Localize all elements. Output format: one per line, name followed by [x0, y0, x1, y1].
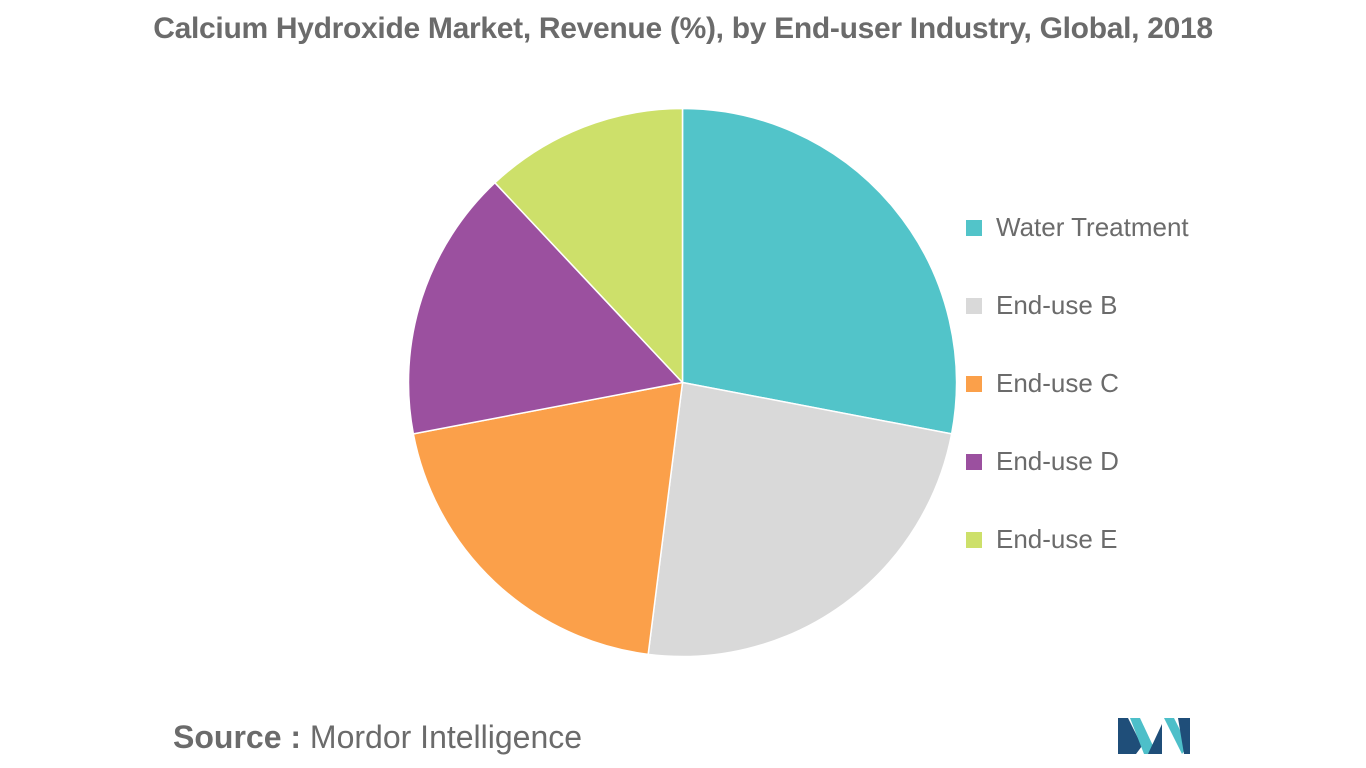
- legend-swatch: [966, 375, 982, 392]
- pie-slice-water-treatment: [681, 107, 958, 435]
- mordor-intelligence-logo-icon: [1118, 718, 1190, 754]
- pie-slice-end-use-c: [412, 381, 684, 656]
- source-value: Mordor Intelligence: [309, 719, 583, 755]
- legend-item-end-use-e: End-use E: [966, 520, 1189, 559]
- chart-legend: Water Treatment End-use B End-use C End-use…: [966, 208, 1189, 598]
- pie-slice-end-use-b: [647, 381, 953, 658]
- source-note: Source : Mordor Intelligence: [173, 719, 582, 756]
- pie-slice-end-use-e: [493, 107, 684, 385]
- legend-item-end-use-c: End-use C: [966, 364, 1189, 403]
- legend-item-end-use-d: End-use D: [966, 442, 1189, 481]
- legend-swatch: [966, 453, 982, 470]
- legend-item-water-treatment: Water Treatment: [966, 208, 1189, 247]
- legend-label: End-use D: [996, 446, 1119, 476]
- legend-swatch: [966, 531, 982, 548]
- legend-swatch: [966, 297, 982, 314]
- legend-label: Water Treatment: [996, 212, 1189, 242]
- source-label: Source :: [173, 719, 310, 755]
- legend-label: End-use C: [996, 368, 1119, 398]
- legend-item-end-use-b: End-use B: [966, 286, 1189, 325]
- legend-label: End-use B: [996, 290, 1118, 320]
- chart-title: Calcium Hydroxide Market, Revenue (%), b…: [153, 12, 1213, 45]
- legend-label: End-use E: [996, 524, 1118, 554]
- legend-swatch: [966, 219, 982, 236]
- pie-slice-end-use-d: [407, 181, 684, 435]
- pie-chart: [407, 107, 958, 658]
